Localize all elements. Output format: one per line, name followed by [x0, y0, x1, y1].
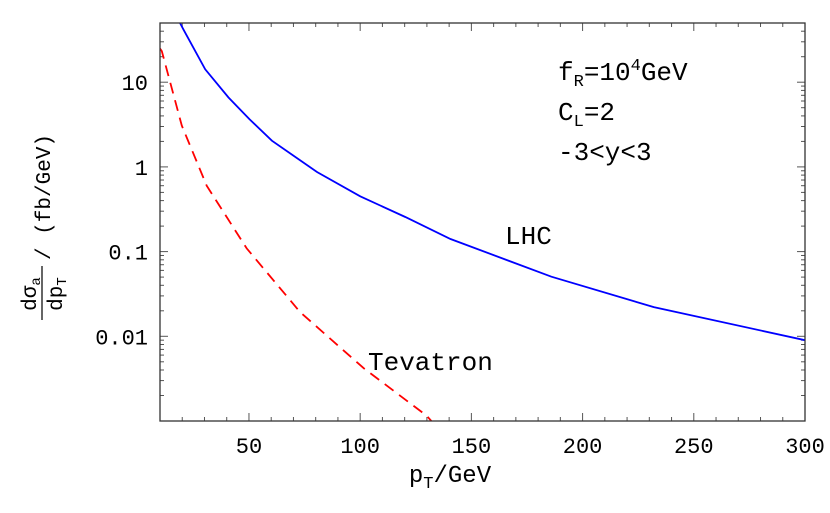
series-lhc — [179, 23, 805, 342]
tick-labels: 50 100 150 200 250 300 10 1 0.1 0.01 — [95, 72, 825, 460]
rapidity-range: -3<y<3 — [558, 138, 652, 168]
x-tick-label: 200 — [563, 435, 603, 460]
series-tevatron — [160, 47, 432, 421]
svg-text:dpT: dpT — [46, 277, 71, 311]
y-tick-label: 1 — [135, 157, 148, 182]
y-tick-label: 10 — [122, 72, 148, 97]
x-tick-label: 100 — [340, 435, 380, 460]
x-tick-label: 150 — [452, 435, 492, 460]
svg-text:/ (fb/GeV): / (fb/GeV) — [34, 134, 57, 260]
cl-base: C — [558, 98, 574, 128]
parameter-annotation: fR=104GeV CL=2 -3<y<3 — [558, 57, 688, 168]
x-tick-label: 250 — [674, 435, 714, 460]
fr-exp: 4 — [631, 57, 641, 76]
plot-frame — [159, 22, 806, 422]
cl-sub: L — [574, 113, 584, 132]
y-tick-label: 0.01 — [95, 326, 148, 351]
fr-eq: =10 — [584, 58, 631, 88]
x-axis-label: pT/GeV — [409, 463, 492, 494]
curves — [160, 23, 805, 421]
cl-eq: =2 — [584, 98, 615, 128]
fr-sub: R — [574, 73, 584, 92]
x-tick-label: 300 — [785, 435, 825, 460]
y-tick-label: 0.1 — [108, 242, 148, 267]
svg-text:dσa: dσa — [20, 277, 45, 311]
fr-base: f — [558, 58, 574, 88]
y-axis-label: dσa dpT / (fb/GeV) — [20, 134, 71, 320]
svg-text:fR=104GeV: fR=104GeV — [558, 57, 688, 92]
svg-text:CL=2: CL=2 — [558, 98, 615, 132]
x-tick-label: 50 — [236, 435, 262, 460]
lhc-label: LHC — [505, 222, 552, 252]
fr-unit: GeV — [641, 58, 688, 88]
tevatron-label: Tevatron — [368, 348, 493, 378]
